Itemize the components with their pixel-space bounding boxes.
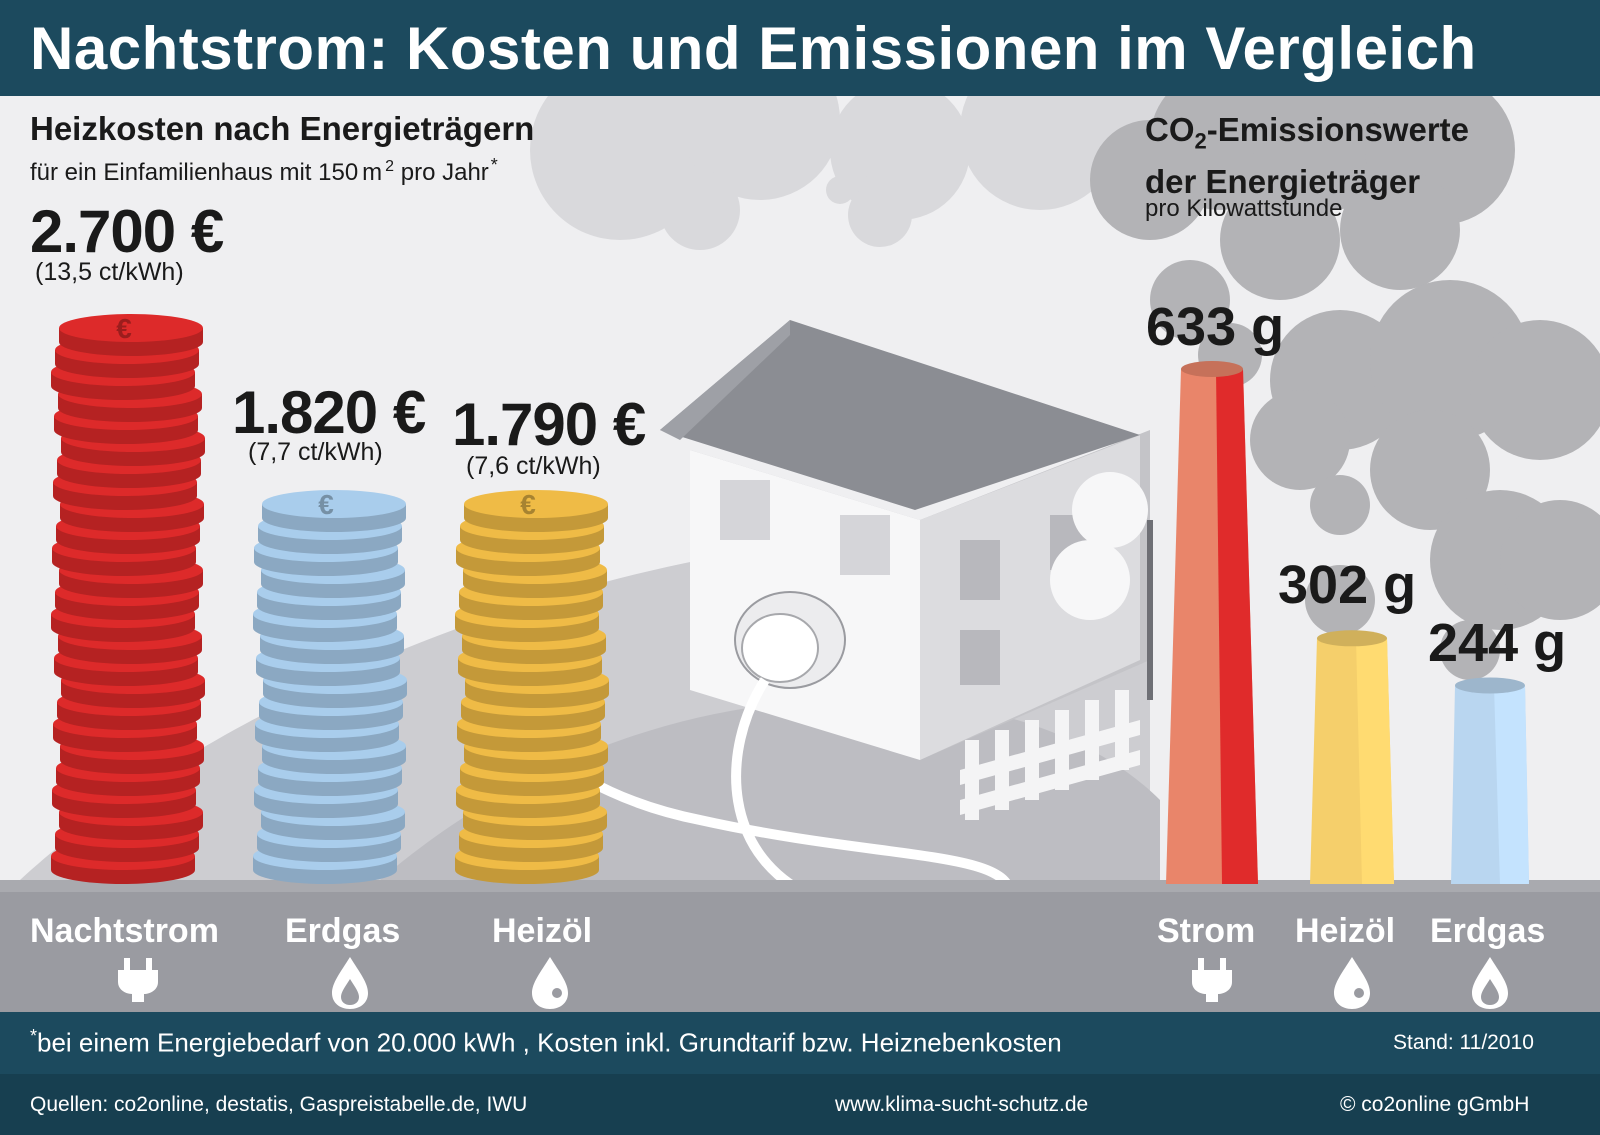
- emission-value-unit: g: [1533, 613, 1567, 673]
- cost-value-label: 1.790 €: [452, 391, 646, 458]
- footnote-bar: *bei einem Energiebedarf von 20.000 kWh …: [0, 1012, 1600, 1074]
- plug-icon: [118, 958, 158, 1002]
- title-bar: Nachtstrom: Kosten und Emissionen im Ver…: [0, 0, 1600, 96]
- emission-value-unit: g: [1383, 555, 1417, 615]
- emission-category-label: Strom: [1157, 912, 1256, 950]
- emissions-heading-line2: der Energieträger: [1145, 162, 1421, 200]
- emissions-heading-rest: -Emissionswerte: [1206, 111, 1470, 148]
- chimney-bar: [1166, 361, 1258, 884]
- page-title: Nachtstrom: Kosten und Emissionen im Ver…: [30, 15, 1477, 82]
- coin-stack-bar: €: [51, 313, 205, 884]
- emission-value-label: 244 g: [1428, 612, 1566, 674]
- emission-value-number: 633: [1146, 297, 1237, 357]
- footnote-star: *: [30, 1026, 38, 1046]
- ground-band: [0, 880, 1600, 1012]
- cost-unit-price: (7,7 ct/kWh): [248, 438, 383, 466]
- euro-icon: €: [318, 489, 334, 520]
- copyright-text: © co2online gGmbH: [1340, 1093, 1530, 1116]
- costs-subheading-star: *: [490, 155, 498, 175]
- coin-stacks: € € €: [51, 313, 609, 884]
- cost-category-label: Nachtstrom: [30, 912, 219, 950]
- emissions-subheading: pro Kilowattstunde: [1145, 195, 1343, 222]
- cost-category-label: Heizöl: [492, 912, 593, 950]
- costs-subheading-text: für ein Einfamilienhaus mit 150: [30, 159, 359, 186]
- coin-stack-bar: €: [253, 489, 407, 884]
- cost-category-label: Erdgas: [285, 912, 401, 950]
- house-illustration: [517, 320, 1153, 935]
- costs-subheading-tail: pro Jahr: [400, 159, 489, 186]
- costs-heading: Heizkosten nach Energieträgern: [30, 110, 535, 147]
- costs-subheading: für ein Einfamilienhaus mit 150 m 2 pro Ja…: [30, 155, 498, 187]
- costs-subheading-sup: 2: [385, 158, 395, 175]
- flame-drop-icon: [332, 957, 368, 1009]
- emission-category-label: Heizöl: [1295, 912, 1396, 950]
- footnote: *bei einem Energiebedarf von 20.000 kWh …: [30, 1026, 1062, 1059]
- euro-icon: €: [520, 489, 536, 520]
- sources-text: Quellen: co2online, destatis, Gaspreista…: [30, 1093, 528, 1116]
- flame-drop-icon: [1472, 957, 1508, 1009]
- emission-value-label: 302 g: [1278, 554, 1416, 616]
- emission-value-number: 244: [1428, 613, 1519, 673]
- oil-drop-icon: [532, 957, 568, 1009]
- oil-drop-icon: [1334, 957, 1370, 1009]
- euro-icon: €: [116, 313, 132, 344]
- smoke-clouds: [1090, 96, 1600, 680]
- coin-stack-bar: €: [455, 489, 609, 884]
- costs-subheading-unit: m: [362, 159, 383, 186]
- background-clouds: [530, 96, 1230, 250]
- chimney-bar: [1451, 677, 1529, 884]
- emissions-heading-co: CO: [1145, 111, 1195, 148]
- cost-value-label: 2.700 €: [30, 198, 224, 265]
- emission-value-number: 302: [1278, 555, 1369, 615]
- emission-value-unit: g: [1251, 297, 1285, 357]
- emissions-heading: CO2-Emissionswerte der Energieträger: [1145, 110, 1469, 202]
- chimney-bar: [1310, 630, 1394, 884]
- emission-value-label: 633 g: [1146, 296, 1284, 358]
- plug-icon: [1192, 958, 1232, 1002]
- stand-date: Stand: 11/2010: [1393, 1031, 1534, 1054]
- website-link[interactable]: www.klima-sucht-schutz.de: [835, 1093, 1089, 1116]
- sources-bar: Quellen: co2online, destatis, Gaspreista…: [0, 1074, 1600, 1135]
- emission-category-label: Erdgas: [1430, 912, 1546, 950]
- chimneys: [1166, 361, 1529, 884]
- cost-unit-price: (7,6 ct/kWh): [466, 452, 601, 480]
- infographic-scene: € € €: [0, 96, 1600, 1012]
- emissions-heading-sub: 2: [1194, 128, 1207, 154]
- cost-unit-price: (13,5 ct/kWh): [35, 258, 184, 286]
- cost-value-label: 1.820 €: [232, 379, 426, 446]
- footnote-text: bei einem Energiebedarf von 20.000 kWh ,…: [37, 1027, 1062, 1058]
